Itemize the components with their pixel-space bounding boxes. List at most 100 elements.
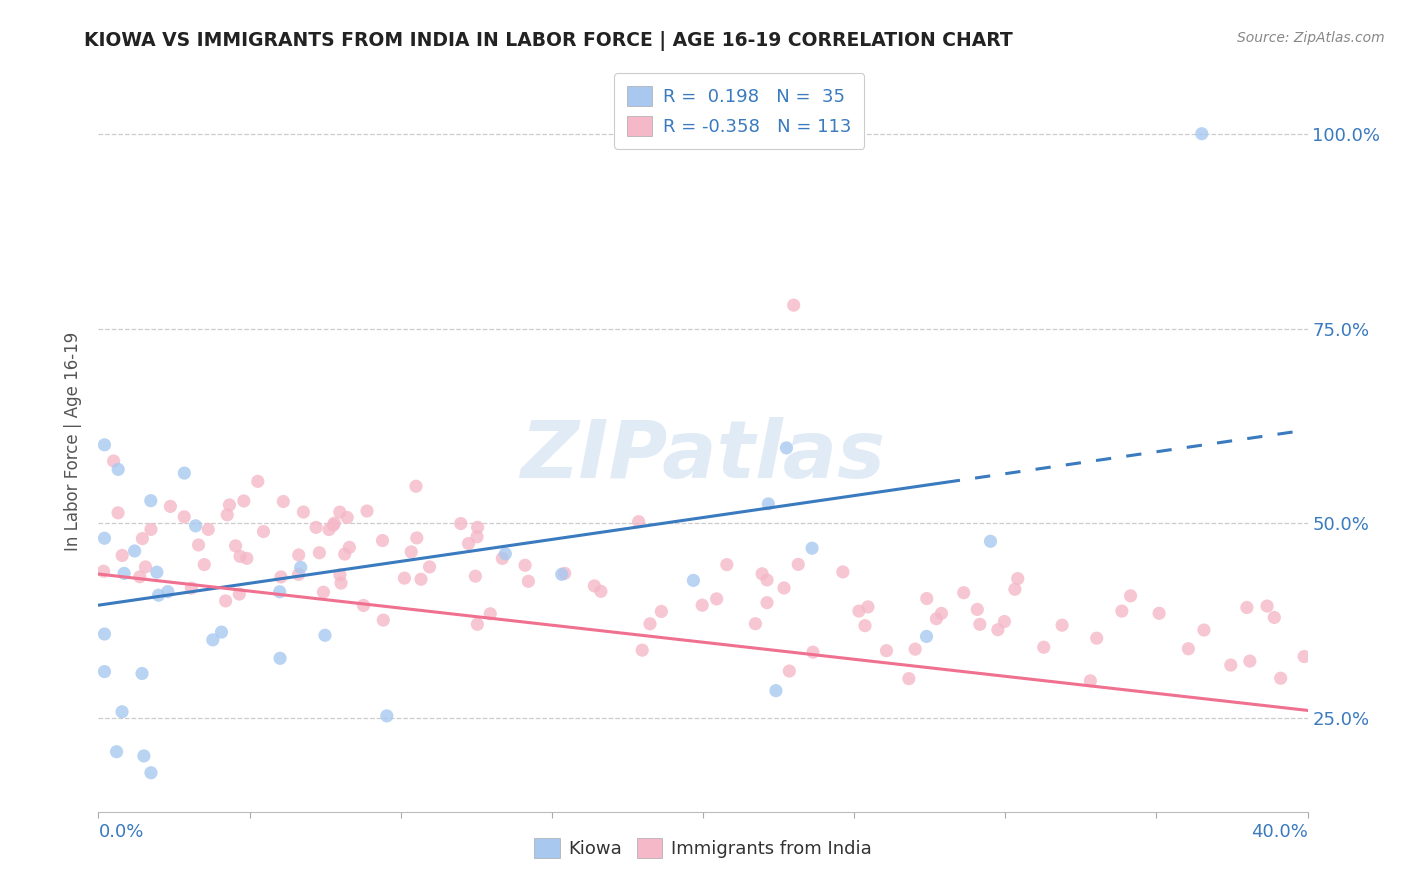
Point xyxy=(197,522,219,536)
Point xyxy=(1191,127,1213,141)
Point xyxy=(551,567,574,582)
Point xyxy=(111,549,134,563)
Point xyxy=(1294,649,1316,664)
Point xyxy=(107,506,129,520)
Point xyxy=(1219,658,1241,673)
Point xyxy=(1032,640,1054,655)
Point xyxy=(650,604,672,618)
Point xyxy=(269,651,291,665)
Point xyxy=(290,560,312,574)
Point xyxy=(1119,589,1142,603)
Point xyxy=(201,632,224,647)
Point xyxy=(287,548,309,562)
Point xyxy=(93,531,115,545)
Point xyxy=(1080,673,1102,688)
Point xyxy=(329,505,352,519)
Point xyxy=(1256,599,1278,613)
Point xyxy=(987,623,1010,637)
Point xyxy=(111,705,134,719)
Point xyxy=(775,441,797,455)
Point xyxy=(322,518,344,533)
Point xyxy=(751,566,773,581)
Point xyxy=(876,643,898,657)
Point xyxy=(765,683,787,698)
Point xyxy=(287,567,309,582)
Text: ZIPatlas: ZIPatlas xyxy=(520,417,886,495)
Point xyxy=(467,520,489,534)
Point xyxy=(915,630,938,644)
Point xyxy=(269,584,291,599)
Text: 40.0%: 40.0% xyxy=(1251,823,1308,841)
Point xyxy=(801,541,824,556)
Point xyxy=(467,617,489,632)
Point xyxy=(148,588,170,602)
Point xyxy=(756,573,779,587)
Point xyxy=(375,709,398,723)
Point xyxy=(180,581,202,595)
Point xyxy=(124,544,146,558)
Point xyxy=(159,500,181,514)
Point xyxy=(915,591,938,606)
Point xyxy=(1085,631,1108,645)
Point xyxy=(132,748,155,763)
Point xyxy=(131,532,153,546)
Point xyxy=(173,509,195,524)
Point xyxy=(139,765,162,780)
Point xyxy=(716,558,738,572)
Point xyxy=(146,565,169,579)
Point xyxy=(931,607,953,621)
Point xyxy=(217,508,239,522)
Point xyxy=(229,549,252,564)
Point xyxy=(193,558,215,572)
Point xyxy=(128,570,150,584)
Point xyxy=(627,515,650,529)
Point xyxy=(405,531,427,545)
Point xyxy=(1007,572,1029,586)
Point xyxy=(292,505,315,519)
Point xyxy=(107,462,129,476)
Point xyxy=(787,558,810,572)
Point xyxy=(156,584,179,599)
Point xyxy=(187,538,209,552)
Point xyxy=(554,566,576,581)
Y-axis label: In Labor Force | Age 16-19: In Labor Force | Age 16-19 xyxy=(65,332,83,551)
Point xyxy=(337,541,360,555)
Point xyxy=(270,570,292,584)
Point xyxy=(853,618,876,632)
Point xyxy=(218,498,240,512)
Point xyxy=(848,604,870,618)
Point xyxy=(329,567,352,582)
Point xyxy=(1192,623,1215,637)
Point xyxy=(371,533,394,548)
Point xyxy=(1239,654,1261,668)
Point xyxy=(778,664,800,678)
Point xyxy=(173,466,195,480)
Point xyxy=(450,516,472,531)
Text: 0.0%: 0.0% xyxy=(98,823,143,841)
Point xyxy=(517,574,540,589)
Point xyxy=(897,672,920,686)
Point xyxy=(513,558,536,573)
Point xyxy=(134,560,156,574)
Point xyxy=(232,494,254,508)
Point xyxy=(756,497,779,511)
Point xyxy=(139,493,162,508)
Point xyxy=(394,571,416,585)
Point xyxy=(214,594,236,608)
Point xyxy=(465,530,488,544)
Point xyxy=(308,546,330,560)
Point xyxy=(631,643,654,657)
Point xyxy=(966,602,988,616)
Point xyxy=(904,642,927,657)
Point xyxy=(330,576,353,591)
Point xyxy=(1236,600,1258,615)
Point xyxy=(831,565,853,579)
Text: Source: ZipAtlas.com: Source: ZipAtlas.com xyxy=(1237,31,1385,45)
Point xyxy=(1270,671,1292,685)
Point xyxy=(1111,604,1133,618)
Point xyxy=(925,612,948,626)
Point xyxy=(409,572,432,586)
Point xyxy=(103,454,125,468)
Point xyxy=(969,617,991,632)
Point xyxy=(1177,641,1199,656)
